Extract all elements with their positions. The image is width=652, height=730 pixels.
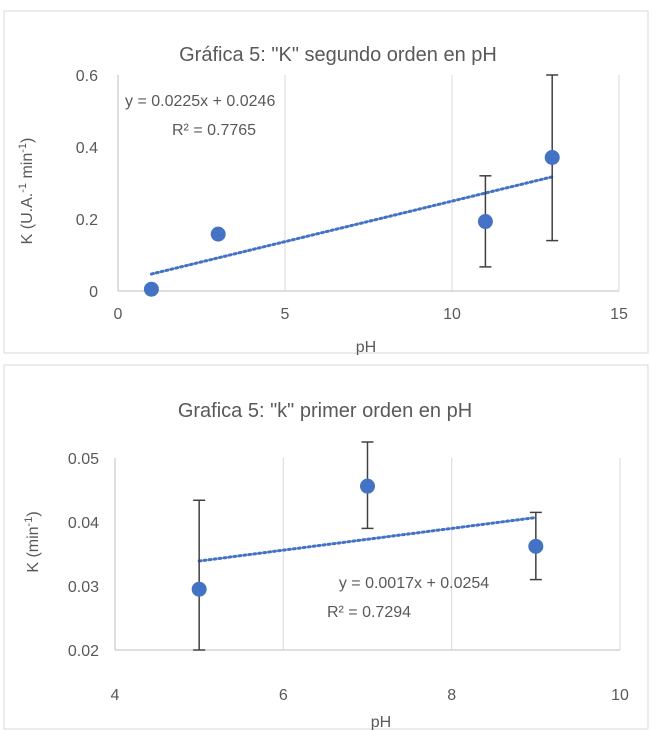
y-tick-label: 0.6 [76,68,98,85]
data-point [210,226,226,242]
y-tick-label: 0.03 [68,579,99,596]
chart-panel-2: Grafica 5: "k" primer orden en pH 4 6 8 10 0… [3,364,649,730]
trendline-r2: R² = 0.7294 [327,604,411,621]
y-axis-title: K (U.A.-1 min-1) [17,138,36,245]
trendline-equation: y = 0.0225x + 0.0246 [125,93,275,110]
y-tick-label: 0.02 [68,643,99,660]
y-axis-title-mid: min [19,153,36,183]
y-axis-title: K (min-1) [23,511,42,572]
y-axis-title-sup: -1 [23,517,35,527]
x-tick-label: 10 [443,306,461,323]
chart-title: Gráfica 5: "K" segundo orden en pH [179,44,497,66]
y-axis-title-end: ) [25,511,42,516]
chart-title: Grafica 5: "k" primer orden en pH [178,400,472,422]
y-tick-label: 0.04 [68,515,99,532]
plot-area: 4 6 8 10 0.02 0.03 0.04 0.05 [68,441,629,704]
y-tick-label: 0.4 [76,140,98,157]
trendline-r2: R² = 0.7765 [172,122,256,139]
data-point [528,538,544,554]
trendline-equation: y = 0.0017x + 0.0254 [339,575,489,592]
x-axis-title: pH [356,339,376,355]
data-point [191,581,207,597]
x-axis-title: pH [371,714,391,730]
plot-area: 0 5 10 15 0 0.2 0.4 0.6 [76,68,628,323]
x-tick-label: 0 [114,306,123,323]
chart-border [3,10,649,354]
data-point [360,478,375,494]
x-tick-label: 8 [447,687,456,704]
trendline [197,516,538,563]
data-point [544,149,560,165]
y-axis-title-sup: -1 [17,183,29,193]
chart-panel-1: Gráfica 5: "K" segundo orden en pH 0 5 10 1… [3,10,649,355]
y-axis-title-main: K (min [25,526,42,572]
y-tick-label: 0.05 [68,451,99,468]
x-tick-label: 6 [279,687,288,704]
y-tick-label: 0.2 [76,212,98,229]
y-axis-title-end: ) [19,138,36,143]
x-tick-label: 15 [610,306,628,323]
x-tick-label: 5 [281,306,290,323]
y-axis-title-main: K (U.A. [19,193,36,245]
y-tick-label: 0 [89,284,98,301]
x-tick-label: 10 [611,687,629,704]
y-axis-title-sup: -1 [17,143,29,153]
x-tick-label: 4 [111,687,120,704]
data-point [477,214,493,230]
data-point [143,281,159,297]
